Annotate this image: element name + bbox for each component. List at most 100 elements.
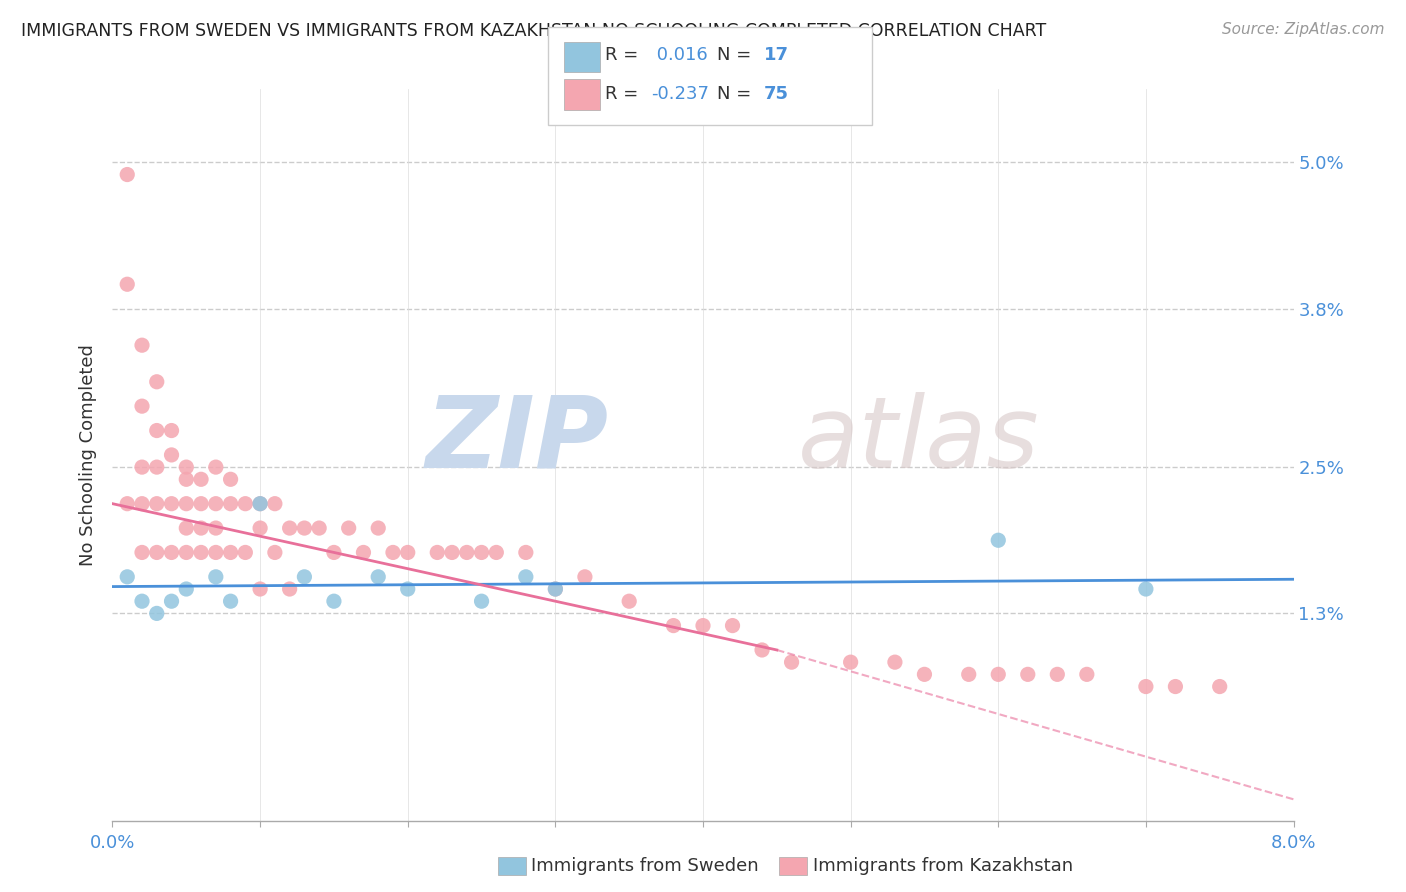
Point [205, 521, 228, 535]
Point [382, 545, 405, 559]
Point [914, 667, 936, 681]
Point [190, 472, 212, 486]
Point [352, 545, 374, 559]
Point [249, 497, 271, 511]
Point [131, 399, 153, 413]
Point [249, 521, 271, 535]
Point [544, 582, 567, 596]
Point [839, 655, 862, 669]
Point [160, 545, 183, 559]
Point [174, 545, 197, 559]
Point [367, 570, 389, 584]
Point [957, 667, 980, 681]
Text: R =: R = [605, 85, 644, 103]
Point [131, 497, 153, 511]
Point [205, 545, 228, 559]
Point [160, 424, 183, 438]
Point [146, 497, 169, 511]
Point [323, 594, 346, 608]
Text: Immigrants from Kazakhstan: Immigrants from Kazakhstan [813, 857, 1073, 875]
Point [174, 582, 197, 596]
Text: Immigrants from Sweden: Immigrants from Sweden [531, 857, 759, 875]
Point [692, 618, 714, 632]
Point [278, 521, 301, 535]
Point [337, 521, 360, 535]
Text: 0.016: 0.016 [651, 46, 707, 64]
Point [219, 472, 242, 486]
Point [117, 570, 138, 584]
Point [174, 460, 197, 475]
Point [117, 168, 138, 182]
Point [174, 521, 197, 535]
Point [515, 545, 537, 559]
Point [574, 570, 596, 584]
Point [131, 594, 153, 608]
Point [219, 497, 242, 511]
Point [131, 338, 153, 352]
Text: IMMIGRANTS FROM SWEDEN VS IMMIGRANTS FROM KAZAKHSTAN NO SCHOOLING COMPLETED CORR: IMMIGRANTS FROM SWEDEN VS IMMIGRANTS FRO… [21, 22, 1046, 40]
Point [174, 497, 197, 511]
Point [146, 424, 169, 438]
Point [1208, 680, 1232, 694]
Point [160, 594, 183, 608]
Point [456, 545, 478, 559]
Point [987, 533, 1010, 548]
Point [219, 545, 242, 559]
Point [160, 448, 183, 462]
Point [146, 375, 169, 389]
Point [264, 545, 287, 559]
Point [233, 497, 256, 511]
Point [131, 545, 153, 559]
Point [721, 618, 744, 632]
Point [292, 570, 315, 584]
Point [205, 497, 228, 511]
Point [471, 594, 494, 608]
Text: N =: N = [717, 46, 756, 64]
Text: atlas: atlas [797, 392, 1039, 489]
Point [205, 570, 228, 584]
Point [662, 618, 685, 632]
Point [233, 545, 256, 559]
Point [751, 643, 773, 657]
Point [1046, 667, 1069, 681]
Point [367, 521, 389, 535]
Point [396, 545, 419, 559]
Point [131, 460, 153, 475]
Point [117, 277, 138, 292]
Point [485, 545, 508, 559]
Point [987, 667, 1010, 681]
Point [219, 594, 242, 608]
Point [780, 655, 803, 669]
Text: N =: N = [717, 85, 756, 103]
Point [884, 655, 907, 669]
Text: Source: ZipAtlas.com: Source: ZipAtlas.com [1222, 22, 1385, 37]
Point [190, 545, 212, 559]
Point [146, 607, 169, 621]
Point [249, 497, 271, 511]
Point [190, 497, 212, 511]
Point [1017, 667, 1039, 681]
Point [323, 545, 346, 559]
Point [426, 545, 449, 559]
Text: ZIP: ZIP [426, 392, 609, 489]
Point [544, 582, 567, 596]
Point [146, 460, 169, 475]
Point [1135, 582, 1157, 596]
Point [1164, 680, 1187, 694]
Point [292, 521, 315, 535]
Point [619, 594, 641, 608]
Point [308, 521, 330, 535]
Point [174, 472, 197, 486]
Text: 17: 17 [763, 46, 789, 64]
Y-axis label: No Schooling Completed: No Schooling Completed [79, 344, 97, 566]
Text: R =: R = [605, 46, 644, 64]
Point [249, 582, 271, 596]
Point [146, 545, 169, 559]
Point [190, 521, 212, 535]
Text: 8.0%: 8.0% [1271, 834, 1316, 852]
Point [471, 545, 494, 559]
Point [396, 582, 419, 596]
Text: 75: 75 [763, 85, 789, 103]
Point [160, 497, 183, 511]
Point [117, 497, 138, 511]
